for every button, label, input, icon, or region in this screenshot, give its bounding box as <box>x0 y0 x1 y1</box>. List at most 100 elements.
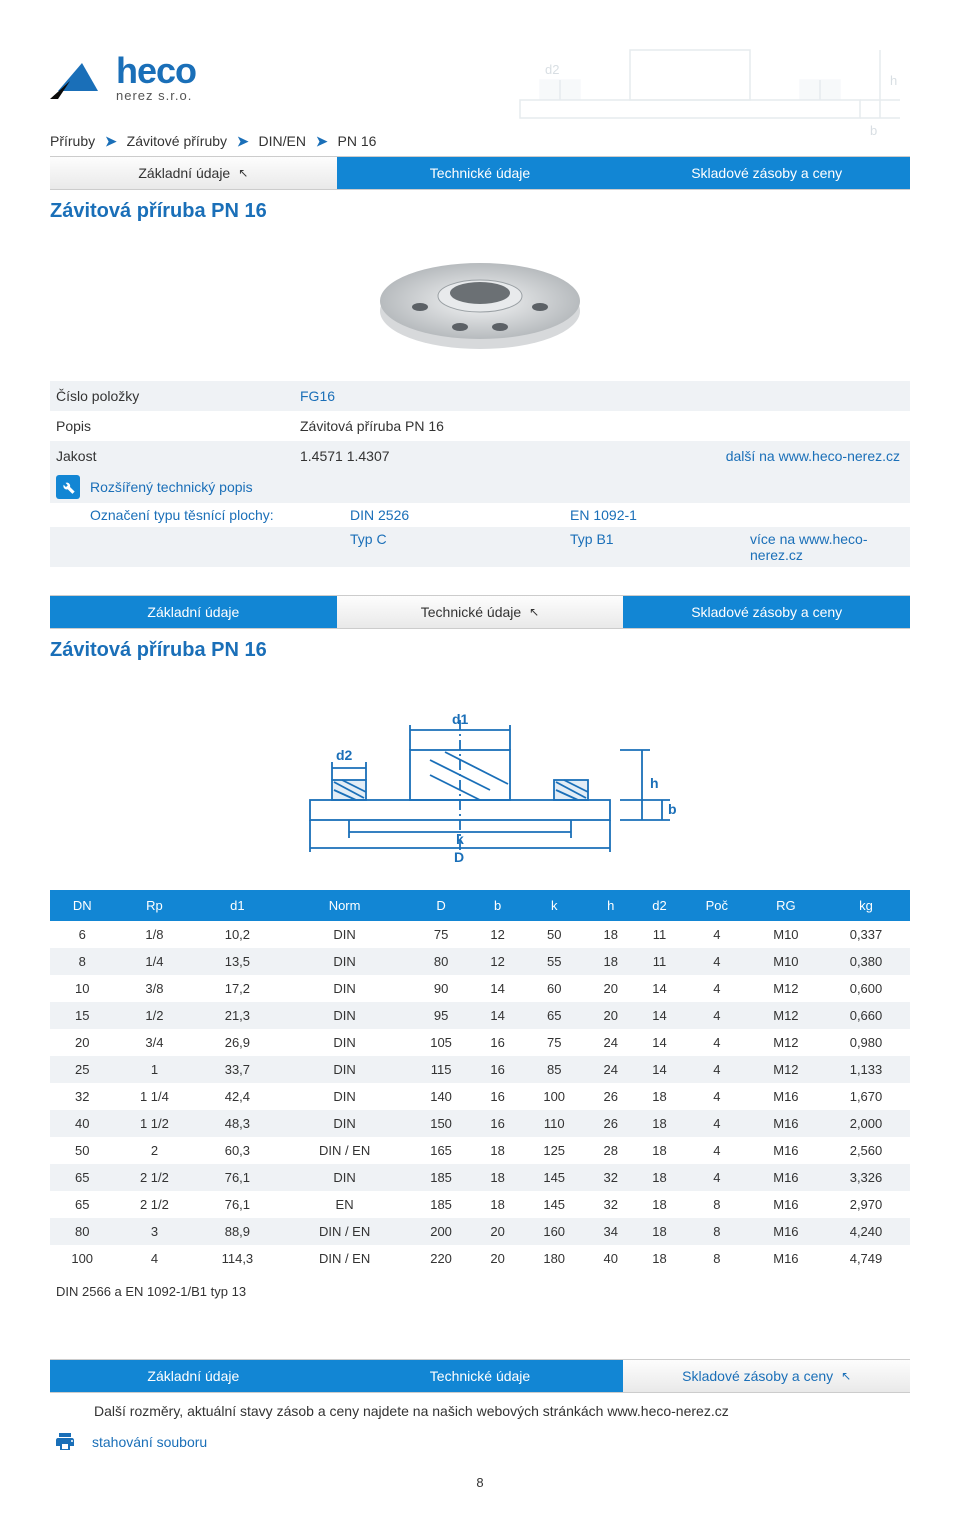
table-cell: 1,670 <box>822 1083 910 1110</box>
table-row: 652 1/276,1DIN1851814532184M163,326 <box>50 1164 910 1191</box>
table-cell: 2,560 <box>822 1137 910 1164</box>
table-row: 81/413,5DIN80125518114M100,380 <box>50 948 910 975</box>
product-title-2: Závitová příruba PN 16 <box>50 639 910 662</box>
table-cell: 18 <box>473 1191 522 1218</box>
table-cell: 85 <box>522 1056 586 1083</box>
table-cell: 115 <box>409 1056 473 1083</box>
seal-din: DIN 2526 <box>350 507 570 523</box>
page-number: 8 <box>50 1475 910 1490</box>
crumb-3[interactable]: PN 16 <box>338 133 377 149</box>
table-cell: 32 <box>586 1164 635 1191</box>
table-cell: 185 <box>409 1164 473 1191</box>
table-cell: 20 <box>473 1245 522 1272</box>
table-cell: 140 <box>409 1083 473 1110</box>
table-cell: 1/2 <box>114 1002 194 1029</box>
tab-technical[interactable]: Technické údaje <box>337 1360 624 1392</box>
table-cell: 76,1 <box>194 1191 280 1218</box>
table-cell: M12 <box>750 1029 822 1056</box>
table-cell: 14 <box>473 1002 522 1029</box>
table-row: 50260,3DIN / EN1651812528184M162,560 <box>50 1137 910 1164</box>
crumb-0[interactable]: Příruby <box>50 133 95 149</box>
table-cell: 95 <box>409 1002 473 1029</box>
table-cell: 16 <box>473 1083 522 1110</box>
table-cell: 14 <box>635 1056 684 1083</box>
table-cell: DIN / EN <box>280 1245 409 1272</box>
table-cell: M12 <box>750 1002 822 1029</box>
dim-b: b <box>668 801 677 817</box>
table-cell: 18 <box>473 1164 522 1191</box>
table-cell: 4 <box>684 1029 750 1056</box>
spec-value: FG16 <box>300 388 910 404</box>
table-cell: 18 <box>473 1137 522 1164</box>
table-cell: 65 <box>50 1164 114 1191</box>
chevron-right-icon: ➤ <box>105 133 117 149</box>
table-cell: 14 <box>635 1002 684 1029</box>
table-cell: 0,337 <box>822 921 910 948</box>
table-cell: 1 <box>114 1056 194 1083</box>
table-cell: M10 <box>750 921 822 948</box>
table-cell: 2 1/2 <box>114 1191 194 1218</box>
chevron-right-icon: ➤ <box>316 133 328 149</box>
table-cell: DIN <box>280 975 409 1002</box>
col-header: d1 <box>194 890 280 921</box>
seal-label: Označení typu těsnící plochy: <box>90 507 350 523</box>
table-cell: DIN <box>280 921 409 948</box>
table-cell: DIN <box>280 1029 409 1056</box>
table-row: 25133,7DIN115168524144M121,133 <box>50 1056 910 1083</box>
tab-basic[interactable]: Základní údaje ↖ <box>50 157 337 189</box>
table-cell: 17,2 <box>194 975 280 1002</box>
spec-label: Číslo položky <box>50 388 300 404</box>
tab-basic[interactable]: Základní údaje <box>50 596 337 628</box>
spec-more-link[interactable]: další na www.heco-nerez.cz <box>726 448 910 464</box>
tab-basic[interactable]: Základní údaje <box>50 1360 337 1392</box>
table-cell: 100 <box>50 1245 114 1272</box>
table-cell: 18 <box>635 1083 684 1110</box>
table-cell: 165 <box>409 1137 473 1164</box>
table-cell: 50 <box>522 921 586 948</box>
tab-stock[interactable]: Skladové zásoby a ceny ↖ <box>623 1360 910 1392</box>
download-row[interactable]: stahování souboru <box>50 1429 910 1455</box>
table-cell: 42,4 <box>194 1083 280 1110</box>
extended-desc-row[interactable]: Rozšířený technický popis <box>50 471 910 503</box>
table-cell: M16 <box>750 1245 822 1272</box>
table-row: 1004114,3DIN / EN2202018040188M164,749 <box>50 1245 910 1272</box>
tab-label: Základní údaje <box>138 165 230 181</box>
table-cell: 15 <box>50 1002 114 1029</box>
dim-h: h <box>650 775 659 791</box>
product-photo <box>365 241 595 361</box>
tab-label: Skladové zásoby a ceny <box>691 165 842 181</box>
table-cell: M16 <box>750 1083 822 1110</box>
table-cell: 18 <box>586 921 635 948</box>
table-cell: 90 <box>409 975 473 1002</box>
table-cell: 40 <box>50 1110 114 1137</box>
seal-typc: Typ C <box>350 531 570 563</box>
table-cell: 1 1/2 <box>114 1110 194 1137</box>
table-cell: 4,240 <box>822 1218 910 1245</box>
table-cell: 8 <box>684 1218 750 1245</box>
table-cell: 110 <box>522 1110 586 1137</box>
table-cell: 12 <box>473 921 522 948</box>
table-cell: 10,2 <box>194 921 280 948</box>
seal-more-link[interactable]: více na www.heco-nerez.cz <box>750 531 910 563</box>
table-cell: 18 <box>635 1245 684 1272</box>
crumb-2[interactable]: DIN/EN <box>259 133 306 149</box>
spec-grade: Jakost 1.4571 1.4307 další na www.heco-n… <box>50 441 910 471</box>
table-cell: 3,326 <box>822 1164 910 1191</box>
tab-stock[interactable]: Skladové zásoby a ceny <box>623 596 910 628</box>
dimensions-table: DNRpd1NormDbkhd2PočRGkg 61/810,2DIN75125… <box>50 890 910 1272</box>
table-cell: 65 <box>522 1002 586 1029</box>
spec-value: 1.4571 1.4307 <box>300 448 726 464</box>
tab-technical[interactable]: Technické údaje ↖ <box>337 596 624 628</box>
wrench-icon <box>56 475 80 499</box>
tab-label: Technické údaje <box>430 165 530 181</box>
crumb-1[interactable]: Závitové příruby <box>127 133 227 149</box>
spec-label: Jakost <box>50 448 300 464</box>
table-cell: M12 <box>750 975 822 1002</box>
col-header: DN <box>50 890 114 921</box>
table-cell: 76,1 <box>194 1164 280 1191</box>
table-cell: 0,660 <box>822 1002 910 1029</box>
table-cell: 220 <box>409 1245 473 1272</box>
table-cell: 145 <box>522 1191 586 1218</box>
table-cell: M16 <box>750 1191 822 1218</box>
table-cell: DIN <box>280 1056 409 1083</box>
